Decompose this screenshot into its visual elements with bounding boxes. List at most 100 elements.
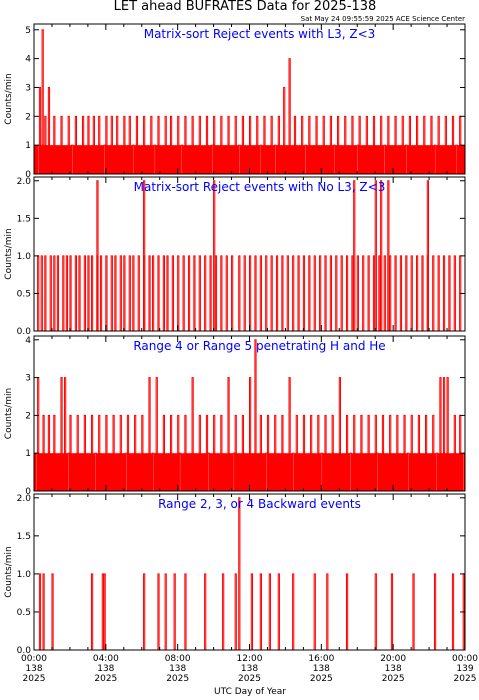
series-spike (329, 115, 333, 146)
series-spike (304, 144, 307, 175)
series-spike (421, 255, 424, 332)
series-spike (353, 180, 356, 332)
series-spike (374, 573, 377, 651)
series-spike (356, 255, 359, 332)
series-spike (286, 255, 289, 332)
series-spike (209, 255, 212, 332)
series-spike (268, 573, 271, 651)
series-spike (137, 255, 140, 332)
series-spike (164, 115, 167, 146)
series-spike (42, 414, 45, 454)
series-spike (234, 573, 237, 651)
series-spike (74, 115, 78, 146)
series-spike (83, 414, 86, 454)
series-spike (177, 414, 180, 454)
series-spike (231, 255, 234, 332)
x-tick-label: 2025 (382, 674, 405, 684)
x-tick-label: 08:00 (165, 654, 191, 664)
series-spike (308, 255, 311, 332)
series-spike (178, 452, 182, 492)
series-spike (378, 255, 381, 332)
series-spike (47, 86, 51, 146)
series-spike (56, 255, 60, 332)
series-spike (157, 115, 160, 146)
series-spike (405, 144, 408, 175)
series-spike (344, 115, 347, 146)
series-spike (101, 573, 104, 651)
series-spike (437, 115, 440, 146)
y-tick-label: 1.5 (17, 532, 31, 542)
x-tick-label: 2025 (454, 674, 477, 684)
series-spike (383, 255, 386, 332)
series-spike (49, 255, 52, 332)
series-spike (155, 377, 158, 454)
series-spike (322, 115, 325, 146)
timestamp: Sat May 24 09:55:59 2025 ACE Science Cen… (301, 15, 465, 23)
series-spike (220, 115, 223, 146)
series-spike (67, 115, 70, 146)
series-spike (132, 144, 135, 175)
series-spike (313, 255, 316, 332)
series-spike (335, 255, 338, 332)
series-spike (417, 414, 421, 454)
series-spike (238, 144, 241, 175)
series-spike (372, 115, 376, 146)
series-spike (114, 255, 117, 332)
series-spike (249, 255, 252, 332)
series-spike (81, 115, 85, 146)
y-axis-label: Counts/min (4, 388, 14, 439)
series-spike (442, 377, 446, 454)
series-spike (387, 180, 390, 332)
series-spike (173, 573, 176, 651)
series-spike (35, 452, 38, 492)
series-spike (119, 414, 122, 454)
series-spike (198, 115, 201, 146)
panel-title: Matrix-sort Reject events with No L3, Z<… (134, 180, 386, 194)
series-spike (329, 255, 333, 332)
x-tick-label: 20:00 (380, 654, 406, 664)
series-spike (204, 573, 207, 651)
panel-title: Range 2, 3, or 4 Backward events (158, 497, 361, 511)
series-spike (74, 255, 78, 332)
y-tick-label: 0.0 (17, 646, 32, 656)
series-spike (152, 452, 155, 492)
y-tick-label: 1.0 (17, 252, 32, 262)
series-spike (374, 180, 377, 332)
series-spike (308, 115, 311, 146)
series-spike (381, 414, 385, 454)
series-spike (191, 115, 194, 146)
series-spike (453, 255, 456, 332)
series-spike (213, 115, 216, 146)
series-spike (281, 255, 284, 332)
series-spike (53, 255, 56, 332)
series-spike (408, 115, 412, 146)
y-axis-label: Counts/min (4, 228, 14, 279)
series-spike (204, 255, 207, 332)
series-spike (162, 255, 166, 332)
series-spike (241, 414, 245, 454)
series-spike (353, 414, 356, 454)
series-spike (132, 255, 135, 332)
series-spike (446, 377, 449, 454)
series-spike (238, 255, 241, 332)
series-spike (105, 255, 108, 332)
panels: 0 1 2 3 4 5 Matrix-sort Reject events with L3,… (4, 23, 466, 656)
series-spike (220, 414, 223, 454)
series-spike (148, 255, 151, 332)
series-spike (60, 377, 63, 454)
series-spike (98, 414, 101, 454)
series-spike (410, 414, 413, 454)
series-spike (324, 255, 327, 332)
series-spike (64, 377, 67, 454)
series-spike (227, 377, 230, 454)
series-spike (169, 115, 173, 146)
x-tick-label: 2025 (94, 674, 117, 684)
series-spike (47, 414, 51, 454)
series-spike (44, 115, 47, 146)
series-spike (333, 144, 336, 175)
series-spike (141, 414, 144, 454)
series-spike (430, 115, 433, 146)
series-spike (453, 414, 456, 454)
series-spike (416, 255, 419, 332)
series-spike (220, 255, 223, 332)
